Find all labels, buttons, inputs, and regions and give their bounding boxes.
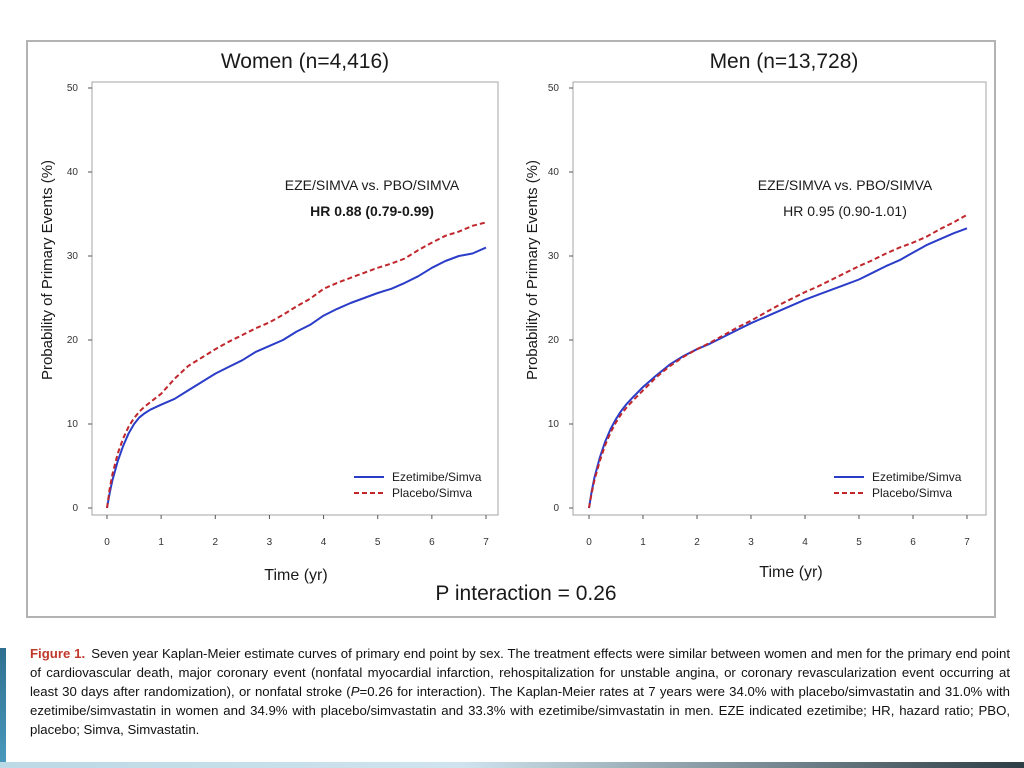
women-x-tick-label: 6	[429, 537, 435, 548]
women-y-tick-label: 20	[67, 335, 79, 346]
caption-p-symbol: P	[350, 684, 360, 699]
men-y-tick-label: 30	[548, 251, 560, 262]
women-plot-area	[91, 81, 499, 516]
men-x-tick-label: 2	[694, 537, 700, 548]
men-series-line-ezetimibe	[588, 227, 968, 509]
men-y-tick-label: 50	[548, 83, 560, 94]
men-chart-title: Men (n=13,728)	[710, 50, 859, 73]
women-y-axis-label: Probability of Primary Events (%)	[39, 160, 56, 380]
p-interaction-label: P interaction = 0.26	[435, 582, 617, 605]
men-legend-label: Placebo/Simva	[872, 486, 952, 500]
women-x-tick-label: 5	[375, 537, 381, 548]
women-y-tick-label: 0	[72, 503, 78, 514]
men-x-tick-label: 6	[910, 537, 916, 548]
men-y-tick-label: 0	[553, 503, 559, 514]
men-x-tick-label: 4	[802, 537, 808, 548]
women-x-tick-label: 1	[158, 537, 164, 548]
women-x-axis-label: Time (yr)	[264, 567, 327, 584]
women-y-tick-label: 50	[67, 83, 79, 94]
caption-text-part-2: =0.26 for interaction). The Kaplan-Meier…	[30, 684, 1010, 737]
women-series-line-placebo	[106, 221, 487, 509]
men-comparison-label: EZE/SIMVA vs. PBO/SIMVA	[758, 177, 933, 193]
men-x-tick-label: 3	[748, 537, 754, 548]
men-x-axis-label: Time (yr)	[759, 564, 822, 581]
women-series-line-ezetimibe	[106, 246, 487, 509]
caption-text-part-1: Seven year Kaplan-Meier estimate curves …	[30, 646, 1010, 699]
figure-frame	[26, 40, 996, 618]
men-hazard-ratio-label: HR 0.95 (0.90-1.01)	[783, 203, 907, 219]
men-x-tick-label: 0	[586, 537, 592, 548]
caption-figure-label: Figure 1.	[30, 646, 86, 661]
women-y-tick-label: 40	[67, 167, 79, 178]
women-y-tick-label: 10	[67, 419, 79, 430]
figure-caption: Figure 1. Seven year Kaplan-Meier estimat…	[30, 644, 1010, 739]
women-chart-title: Women (n=4,416)	[221, 50, 389, 73]
men-y-tick-label: 40	[548, 167, 560, 178]
men-chart-panel: Men (n=13,728) 0 10 20 30 40 50 0 1 2 3 4 5 6 7 Time (y…	[524, 50, 987, 581]
women-legend-label: Placebo/Simva	[392, 486, 472, 500]
women-x-tick-label: 0	[104, 537, 110, 548]
men-y-tick-label: 20	[548, 335, 560, 346]
men-y-axis-label: Probability of Primary Events (%)	[524, 160, 541, 380]
men-y-tick-label: 10	[548, 419, 560, 430]
women-legend-label: Ezetimibe/Simva	[392, 470, 482, 484]
men-legend-label: Ezetimibe/Simva	[872, 470, 962, 484]
women-x-tick-label: 2	[213, 537, 219, 548]
women-hazard-ratio-label: HR 0.88 (0.79-0.99)	[310, 203, 434, 219]
women-x-tick-label: 7	[483, 537, 489, 548]
men-plot-area	[572, 81, 987, 516]
women-x-tick-label: 3	[267, 537, 273, 548]
men-x-tick-label: 5	[856, 537, 862, 548]
men-x-tick-label: 1	[640, 537, 646, 548]
bottom-accent-bar	[0, 762, 1024, 768]
men-x-tick-label: 7	[964, 537, 970, 548]
women-y-tick-label: 30	[67, 251, 79, 262]
left-accent-bar	[0, 648, 6, 768]
women-chart-panel: Women (n=4,416) 0 10 20 30 40 50 0 1 2 3 4 5 6 7 Time (…	[39, 50, 499, 584]
women-comparison-label: EZE/SIMVA vs. PBO/SIMVA	[285, 177, 460, 193]
women-x-tick-label: 4	[321, 537, 327, 548]
men-series-line-placebo	[588, 213, 968, 509]
